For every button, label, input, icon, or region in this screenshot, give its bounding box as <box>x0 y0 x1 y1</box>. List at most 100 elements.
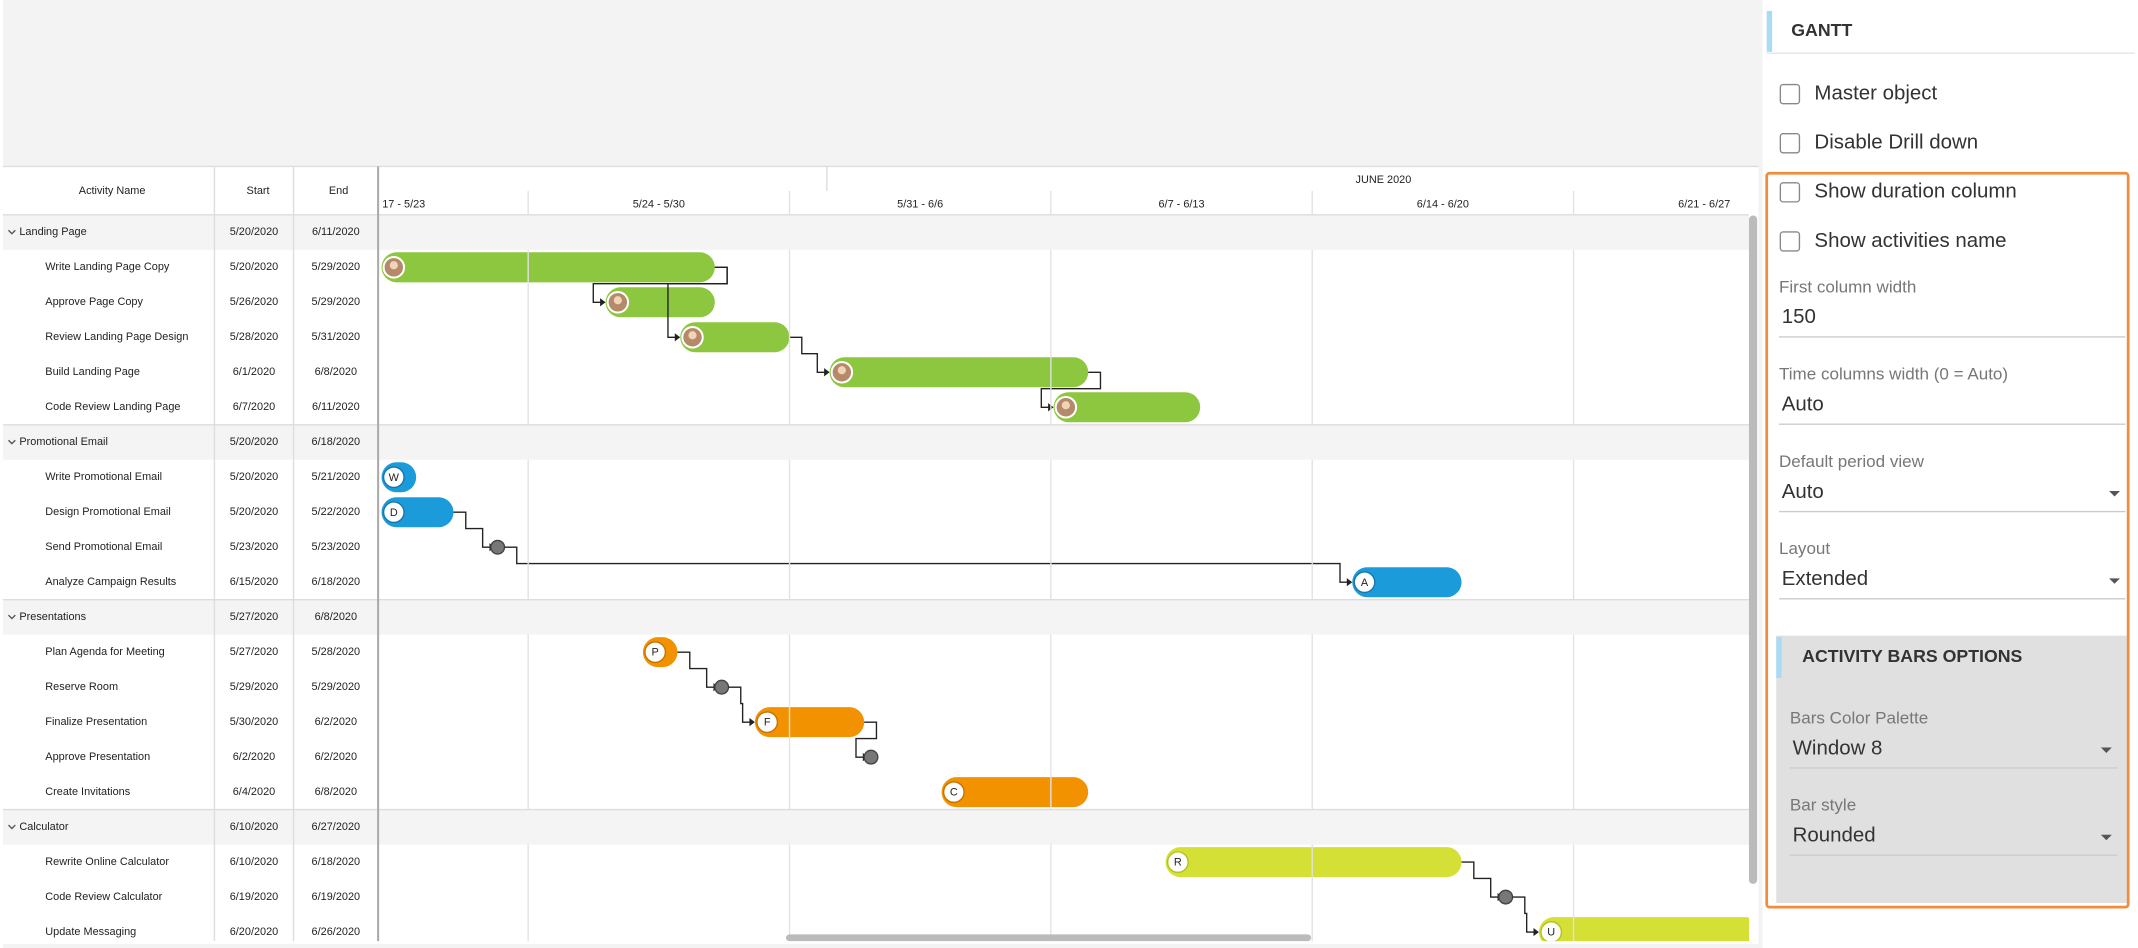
field-value[interactable]: Rounded <box>1793 824 1876 847</box>
badge <box>644 641 667 664</box>
group-start: 6/10/2020 <box>230 821 279 833</box>
task-bar[interactable] <box>680 322 790 353</box>
highlight-outline <box>1765 171 2130 909</box>
expand-chevron[interactable] <box>7 824 16 830</box>
badge-letter: R <box>1174 857 1182 869</box>
checkbox[interactable] <box>1779 182 1801 203</box>
task-end: 5/31/2020 <box>312 331 361 343</box>
link-arrow <box>824 368 830 377</box>
dropdown-arrow[interactable] <box>2100 834 2112 841</box>
task-name: Rewrite Online Calculator <box>45 856 169 868</box>
group-end: 6/11/2020 <box>312 226 360 238</box>
task-bar[interactable] <box>605 287 715 318</box>
dependency-link <box>453 511 493 548</box>
task-bar[interactable] <box>1165 847 1462 878</box>
group-end: 6/27/2020 <box>312 821 361 833</box>
column-header: Start <box>247 185 270 197</box>
dependency-link <box>728 686 753 723</box>
v-scrollbar[interactable] <box>1748 215 1758 884</box>
task-name: Analyze Campaign Results <box>45 576 176 588</box>
checkbox[interactable] <box>1779 132 1801 154</box>
avatar-face <box>837 366 846 375</box>
checkbox-label: Master object <box>1814 82 1937 105</box>
settings-panel: GANTT Master object Disable Drill down Show… <box>1765 10 2135 909</box>
field-value[interactable]: 150 <box>1782 305 1816 328</box>
task-end: 6/26/2020 <box>312 926 361 938</box>
link-arrow <box>1533 927 1539 937</box>
group-name: Promotional Email <box>19 436 108 448</box>
task-name: Reserve Room <box>45 681 118 693</box>
task-start: 5/27/2020 <box>230 646 279 658</box>
group-start: 5/20/2020 <box>230 226 279 238</box>
task-end: 6/2/2020 <box>315 716 357 728</box>
dependency-link <box>667 266 728 338</box>
badge <box>382 466 405 489</box>
avatar-face <box>688 331 697 340</box>
h-scrollbar[interactable] <box>785 934 1312 942</box>
task-start: 6/20/2020 <box>230 926 279 938</box>
task-end: 5/29/2020 <box>312 681 361 693</box>
dropdown-arrow[interactable] <box>2100 747 2112 753</box>
checkbox[interactable] <box>1779 231 1801 252</box>
expand-chevron[interactable] <box>7 439 16 445</box>
field-label: Time columns width (0 = Auto) <box>1779 365 2008 384</box>
task-end: 5/21/2020 <box>312 471 361 483</box>
task-name: Code Review Calculator <box>45 891 162 903</box>
task-end: 6/8/2020 <box>315 786 357 798</box>
task-start: 6/10/2020 <box>230 856 279 868</box>
link-arrow <box>749 718 755 727</box>
task-name: Send Promotional Email <box>45 541 162 553</box>
task-name: Approve Page Copy <box>45 296 143 308</box>
task-end: 6/11/2020 <box>312 401 360 413</box>
badge <box>1540 921 1563 942</box>
group-name: Calculator <box>19 821 68 833</box>
field-value[interactable]: Window 8 <box>1793 736 1883 759</box>
task-end: 5/23/2020 <box>312 541 361 553</box>
task-bar[interactable] <box>829 357 1089 388</box>
badge-letter: P <box>652 647 659 659</box>
badge-letter: W <box>389 472 400 484</box>
field-label: Default period view <box>1779 452 1925 471</box>
badge <box>756 711 779 734</box>
avatar-face <box>389 261 398 270</box>
field-value[interactable]: Auto <box>1782 480 1824 503</box>
task-name: Write Promotional Email <box>45 471 162 483</box>
task-end: 6/18/2020 <box>312 576 361 588</box>
field-value[interactable]: Auto <box>1782 393 1824 416</box>
task-start: 6/15/2020 <box>230 576 279 588</box>
task-start: 5/20/2020 <box>230 471 279 483</box>
task-bar[interactable] <box>754 707 865 738</box>
expand-chevron[interactable] <box>7 229 16 235</box>
task-start: 5/26/2020 <box>230 296 279 308</box>
milestone[interactable] <box>863 749 879 765</box>
dependency-link <box>504 546 1350 583</box>
milestone[interactable] <box>714 679 730 695</box>
task-name: Finalize Presentation <box>45 716 147 728</box>
field-label: Bars Color Palette <box>1790 708 1928 727</box>
field-value[interactable]: Extended <box>1782 567 1868 590</box>
dropdown-arrow[interactable] <box>2109 578 2120 584</box>
dropdown-arrow[interactable] <box>2109 491 2120 497</box>
week-label: 17 - 5/23 <box>382 198 425 210</box>
milestone[interactable] <box>1498 889 1514 905</box>
task-bar[interactable] <box>1538 917 1760 947</box>
task-start: 5/28/2020 <box>230 331 279 343</box>
field-label: Bar style <box>1790 796 1856 815</box>
task-name: Approve Presentation <box>45 751 150 763</box>
task-start: 5/20/2020 <box>230 261 279 273</box>
badge <box>1353 571 1376 594</box>
task-end: 6/19/2020 <box>312 891 361 903</box>
task-bar[interactable] <box>1053 392 1201 423</box>
task-bar[interactable] <box>1352 567 1462 598</box>
checkbox-label: Show activities name <box>1814 229 2006 252</box>
week-label: 6/21 - 6/27 <box>1678 198 1730 210</box>
task-bar[interactable] <box>381 252 715 283</box>
checkbox[interactable] <box>1779 83 1801 105</box>
link-arrow <box>674 333 681 342</box>
expand-chevron[interactable] <box>7 614 16 620</box>
column-header: End <box>329 185 348 197</box>
milestone[interactable] <box>490 539 506 555</box>
task-name: Create Invitations <box>45 786 130 798</box>
badge <box>382 501 405 524</box>
task-name: Write Landing Page Copy <box>45 261 170 273</box>
